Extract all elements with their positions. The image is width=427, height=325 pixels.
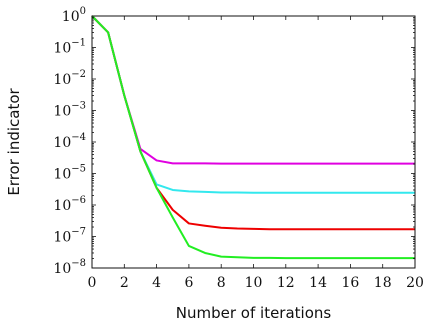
y-tick-label: 10−4	[53, 132, 86, 151]
y-tick-label: 10−1	[53, 38, 86, 57]
y-tick-label: 100	[62, 6, 86, 25]
y-tick-label: 10−3	[53, 101, 86, 120]
plot-lines	[91, 15, 415, 260]
x-tick-label: 8	[217, 275, 226, 291]
y-tick-label: 10−6	[53, 195, 86, 214]
y-tick-labels: 100 10−1 10−2 10−3 10−4 10−5 10−6 10−7 10−8	[53, 6, 86, 277]
x-tick-label: 6	[184, 275, 193, 291]
x-axis-label: Number of iterations	[176, 304, 332, 322]
x-tick-label: 2	[120, 275, 129, 291]
x-tick-label: 4	[152, 275, 161, 291]
x-tick-label: 18	[374, 275, 392, 291]
x-tick-label: 0	[88, 275, 97, 291]
axis-ticks	[91, 15, 416, 269]
series-line-3	[91, 15, 415, 231]
x-tick-label: 16	[341, 275, 359, 291]
x-tick-label: 10	[245, 275, 263, 291]
x-tick-label: 14	[309, 275, 327, 291]
x-tick-label: 20	[406, 275, 424, 291]
y-axis-label: Error indicator	[5, 87, 23, 195]
series-line-4	[91, 15, 415, 260]
series-line-2	[91, 15, 415, 194]
y-tick-label: 10−5	[53, 164, 86, 183]
y-tick-label: 10−2	[53, 69, 86, 88]
series-line-1	[91, 15, 415, 165]
x-tick-label: 12	[277, 275, 295, 291]
x-tick-labels: 0 2 4 6 8 10 12 14 16 18 20	[88, 275, 424, 291]
y-tick-label: 10−7	[53, 227, 86, 246]
y-tick-label: 10−8	[53, 258, 86, 277]
